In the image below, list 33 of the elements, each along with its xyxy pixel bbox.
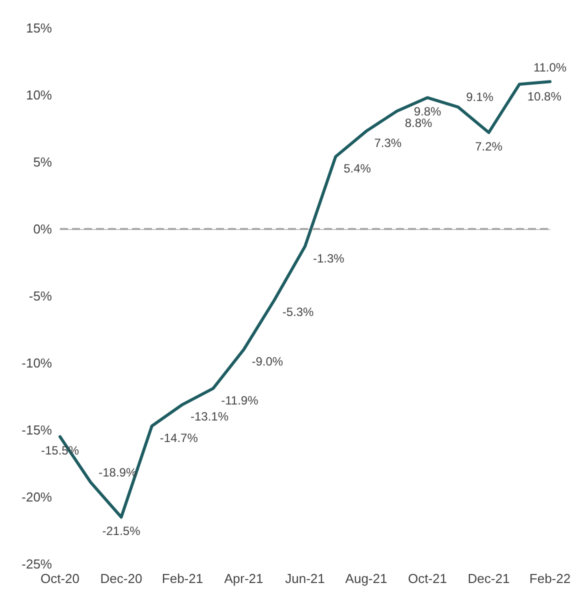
y-tick-label: 0% bbox=[33, 222, 52, 236]
x-tick-label: Jun-21 bbox=[285, 571, 325, 586]
data-label: -21.5% bbox=[102, 524, 141, 538]
x-tick-label: Aug-21 bbox=[345, 571, 388, 586]
data-label: -11.9% bbox=[221, 393, 259, 408]
y-tick-label: 5% bbox=[33, 154, 52, 170]
x-tick-label: Oct-20 bbox=[40, 571, 80, 586]
data-label: -5.3% bbox=[282, 305, 314, 320]
data-label: 8.8% bbox=[404, 116, 433, 130]
y-tick-label: -25% bbox=[22, 556, 52, 572]
y-tick-label: -10% bbox=[22, 356, 52, 370]
data-label: -1.3% bbox=[313, 251, 345, 266]
data-label: -14.7% bbox=[160, 430, 198, 445]
y-tick-label: -5% bbox=[28, 288, 52, 304]
y-tick-label: 15% bbox=[26, 20, 52, 36]
x-tick-label: Dec-21 bbox=[468, 571, 510, 586]
data-label: 5.4% bbox=[344, 162, 372, 176]
y-tick-label: -20% bbox=[22, 490, 52, 504]
x-tick-label: Feb-22 bbox=[529, 571, 571, 586]
x-tick-label: Feb-21 bbox=[162, 571, 204, 586]
data-label: 11.0% bbox=[533, 60, 567, 75]
data-label: 9.1% bbox=[466, 90, 494, 104]
data-label: -13.1% bbox=[190, 410, 229, 424]
x-tick-label: Dec-20 bbox=[100, 571, 142, 586]
y-tick-label: 10% bbox=[26, 88, 52, 102]
data-label: 7.3% bbox=[374, 136, 402, 150]
data-label: -9.0% bbox=[252, 354, 284, 369]
x-tick-label: Oct-21 bbox=[408, 571, 448, 586]
data-label: 7.2% bbox=[475, 140, 503, 154]
x-tick-label: Apr-21 bbox=[224, 571, 264, 586]
data-label: 10.8% bbox=[527, 89, 562, 104]
y-tick-label: -15% bbox=[22, 422, 52, 438]
data-label: 9.8% bbox=[414, 104, 442, 119]
